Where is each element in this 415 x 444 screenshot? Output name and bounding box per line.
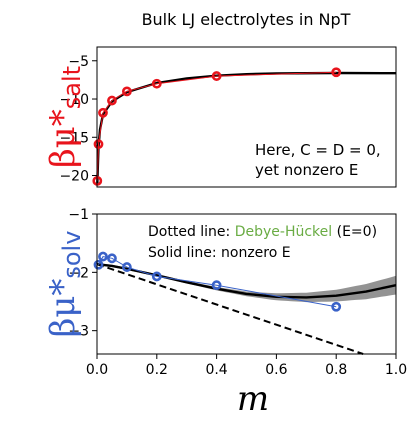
x-tick-label: 0.2: [146, 362, 168, 378]
top-annotation-line2: yet nonzero E: [255, 161, 358, 179]
data-point: [107, 253, 117, 264]
x-tick-label: 0.4: [205, 362, 227, 378]
x-tick-label: 0.0: [86, 362, 108, 378]
chart-title: Bulk LJ electrolytes in NpT: [142, 10, 351, 29]
bottom-annotation-line1: Dotted line: Debye-Hückel (E=0): [148, 224, 377, 240]
top-axes-frame: [96, 46, 397, 188]
y-tick-label: −20: [59, 169, 89, 185]
top-panel: −5 −10 −15 −20 βμ*salt Here, C = D = 0, yet…: [43, 46, 397, 188]
y-tick-label: −2: [68, 265, 89, 281]
data-point: [151, 271, 162, 282]
x-tick-label: 0.6: [265, 362, 287, 378]
y-tick-label: −10: [59, 92, 89, 108]
fit-confidence-band: [97, 263, 396, 303]
x-tick-label: 0.8: [325, 362, 347, 378]
y-tick-label: −3: [68, 324, 89, 340]
data-point: [331, 67, 342, 78]
data-point: [93, 139, 104, 150]
y-tick-label: −1: [68, 207, 89, 223]
data-point: [331, 301, 342, 312]
y-tick-label: −15: [59, 130, 89, 146]
data-point: [151, 78, 162, 89]
bottom-annotation-line2: Solid line: nonzero E: [148, 245, 291, 261]
bottom-y-axis-label: βμ*solv: [43, 231, 86, 338]
debye-huckel-line: [96, 263, 364, 355]
fit-curve: [96, 71, 397, 184]
top-y-axis-label: βμ*salt: [43, 66, 86, 168]
data-point: [211, 71, 222, 81]
y-tick-label: −5: [68, 54, 89, 70]
data-point: [98, 251, 108, 262]
x-tick-label: 1.0: [385, 362, 407, 378]
series-connecting-line: [98, 256, 337, 308]
data-point: [93, 259, 104, 270]
data-point: [122, 86, 132, 97]
bottom-axes-frame: [96, 213, 397, 355]
series-connecting-line: [96, 71, 337, 181]
bottom-panel: −1 −2 −3 0.0 0.2 0.4 0.6 0.8 1.0 βμ*solv Dotted…: [43, 207, 407, 378]
top-annotation-line1: Here, C = D = 0,: [255, 141, 381, 159]
data-point: [107, 95, 117, 106]
data-point: [211, 280, 222, 291]
data-point: [98, 107, 108, 118]
x-axis-label: m: [237, 379, 269, 419]
data-point: [122, 262, 132, 272]
